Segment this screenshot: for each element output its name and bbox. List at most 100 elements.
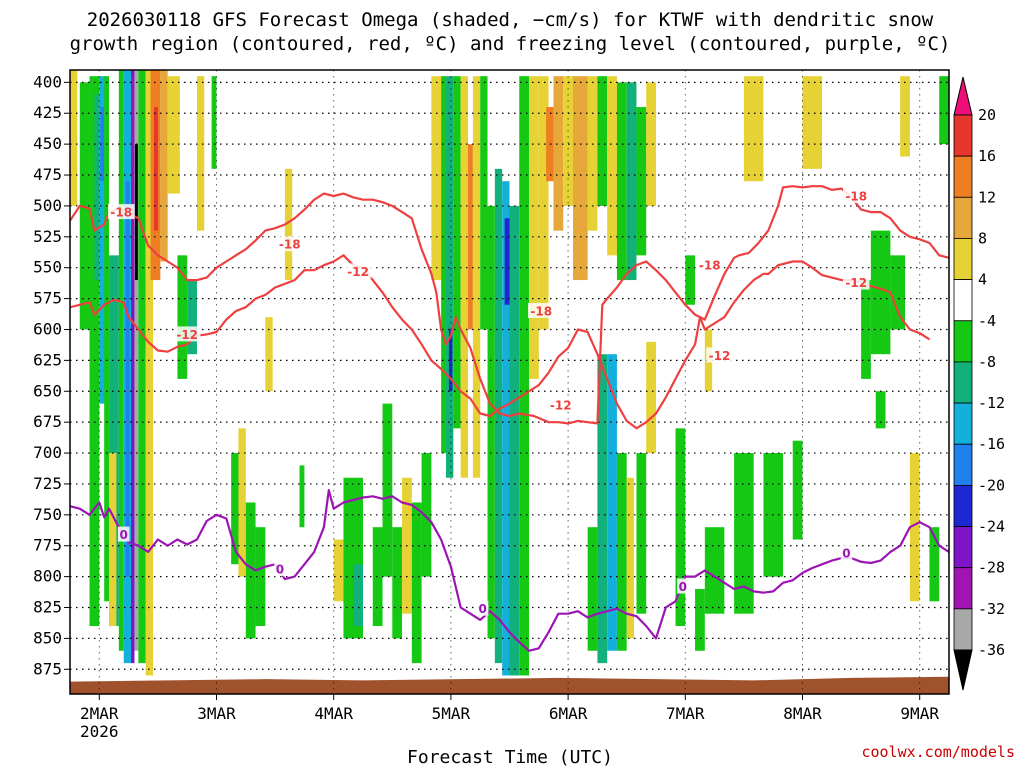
omega-band-49: [472, 76, 481, 478]
colorbar-label-12: -32: [978, 600, 1005, 618]
colorbar-label-4: 4: [978, 271, 987, 289]
y-tick-label-850: 850: [33, 628, 62, 647]
colorbar-segment-11: [953, 526, 973, 569]
y-tick-label-750: 750: [33, 505, 62, 524]
omega-band-41: [421, 453, 432, 577]
omega-band-4: [99, 76, 106, 404]
contour-label-bg-0: [108, 204, 135, 220]
omega-band-48: [467, 144, 473, 330]
omega-band-5: [100, 107, 105, 182]
omega-band-8: [109, 453, 117, 627]
y-tick-label-425: 425: [33, 103, 62, 122]
omega-band-81: [704, 527, 725, 614]
y-tick-label-525: 525: [33, 227, 62, 246]
contour-label-7: -12: [550, 398, 572, 412]
omega-band-52: [494, 168, 503, 664]
y-tick-label-875: 875: [33, 659, 62, 678]
omega-band-33: [333, 539, 344, 602]
omega-band-24: [196, 76, 205, 231]
omega-band-12: [131, 70, 135, 664]
colorbar-segment-3: [953, 196, 973, 239]
contour-label-13: 0: [679, 580, 687, 594]
omega-band-44: [446, 76, 454, 478]
omega-band-60: [553, 76, 564, 231]
omega-band-94: [939, 76, 949, 145]
colorbar-label-0: 20: [978, 106, 996, 124]
grid-lines: [70, 70, 949, 694]
contour-label-12: 0: [478, 602, 486, 616]
omega-band-17: [145, 70, 154, 676]
omega-band-2: [89, 76, 100, 627]
omega-band-63: [587, 76, 598, 231]
x-tick-label-2: 4MAR: [314, 704, 353, 723]
omega-band-22: [177, 255, 188, 379]
colorbar-segment-1: [953, 114, 973, 157]
omega-band-79: [695, 588, 705, 651]
y-axis: 400 425 450 475 500 525 550 575 600 625 650 675 700 7…: [33, 72, 70, 678]
colorbar-label-10: -24: [978, 518, 1005, 536]
colorbar: 20 16 12 8 4 -4 -8 -12 -16 -20 -24 -28 -32 -36: [953, 76, 1005, 691]
contour-labels: -18 -18 -18 -18 -18 -12 -12 -12 -12 -12 0 0 0 0 0: [108, 188, 870, 616]
omega-band-31: [284, 168, 293, 281]
omega-band-1: [79, 82, 90, 330]
omega-band-47: [460, 76, 468, 478]
contour--18-line-0: [70, 185, 949, 425]
x-tick-label-1: 3MAR: [197, 704, 236, 723]
x-tick-label-7: 9MAR: [900, 704, 939, 723]
terrain-area: [70, 676, 949, 694]
y-tick-label-550: 550: [33, 258, 62, 277]
omega-band-88: [870, 230, 891, 355]
omega-band-35: [353, 564, 363, 627]
omega-band-29: [255, 527, 266, 627]
x-tick-label-0: 2MAR: [80, 704, 119, 723]
colorbar-label-3: 8: [978, 229, 987, 247]
omega-band-93: [929, 527, 940, 602]
y-tick-label-825: 825: [33, 598, 62, 617]
y-tick-label-450: 450: [33, 134, 62, 153]
credit-link[interactable]: coolwx.com/models: [861, 743, 1015, 761]
colorbar-label-11: -28: [978, 559, 1005, 577]
omega-band-6: [104, 76, 110, 602]
omega-band-74: [626, 477, 635, 639]
colorbar-segment-6: [953, 320, 973, 363]
x-tick-label-6: 8MAR: [783, 704, 822, 723]
omega-band-90: [890, 255, 906, 330]
omega-band-59: [546, 107, 554, 182]
omega-band-46: [453, 76, 461, 429]
omega-band-78: [685, 255, 696, 305]
contour-label-bg-9: [842, 274, 870, 290]
colorbar-bottom-cap: [953, 649, 973, 691]
contour-label-6: -12: [347, 265, 369, 279]
colorbar-segment-4: [953, 238, 973, 281]
omega-band-75: [636, 453, 647, 614]
contour-label-bg-12: [476, 600, 489, 616]
x-tick-sublabel-0: 2026: [80, 722, 119, 741]
omega-band-64: [597, 76, 608, 206]
omega-band-7: [109, 255, 119, 627]
y-tick-label-700: 700: [33, 443, 62, 462]
y-tick-label-725: 725: [33, 474, 62, 493]
omega-band-43: [441, 76, 447, 454]
omega-band-30: [265, 317, 273, 392]
omega-band-26: [231, 453, 239, 565]
contour-label-bg-2: [527, 302, 555, 318]
y-tick-label-400: 400: [33, 72, 62, 91]
contour-0-line-2: [70, 489, 949, 652]
colorbar-label-1: 16: [978, 147, 996, 165]
y-tick-label-475: 475: [33, 165, 62, 184]
contour-label-4: -18: [845, 190, 867, 204]
omega-band-83: [743, 76, 764, 182]
omega-band-89: [875, 391, 886, 429]
contour-label-2: -18: [530, 304, 552, 318]
colorbar-label-13: -36: [978, 641, 1005, 659]
contour-label-bg-5: [173, 326, 201, 342]
contour-label-bg-14: [840, 545, 853, 561]
omega-band-54: [504, 218, 511, 305]
omega-band-85: [792, 440, 803, 540]
omega-band-72: [607, 354, 617, 651]
contour-label-10: 0: [120, 528, 128, 542]
colorbar-segment-10: [953, 484, 973, 527]
contour-label-bg-6: [344, 263, 372, 279]
